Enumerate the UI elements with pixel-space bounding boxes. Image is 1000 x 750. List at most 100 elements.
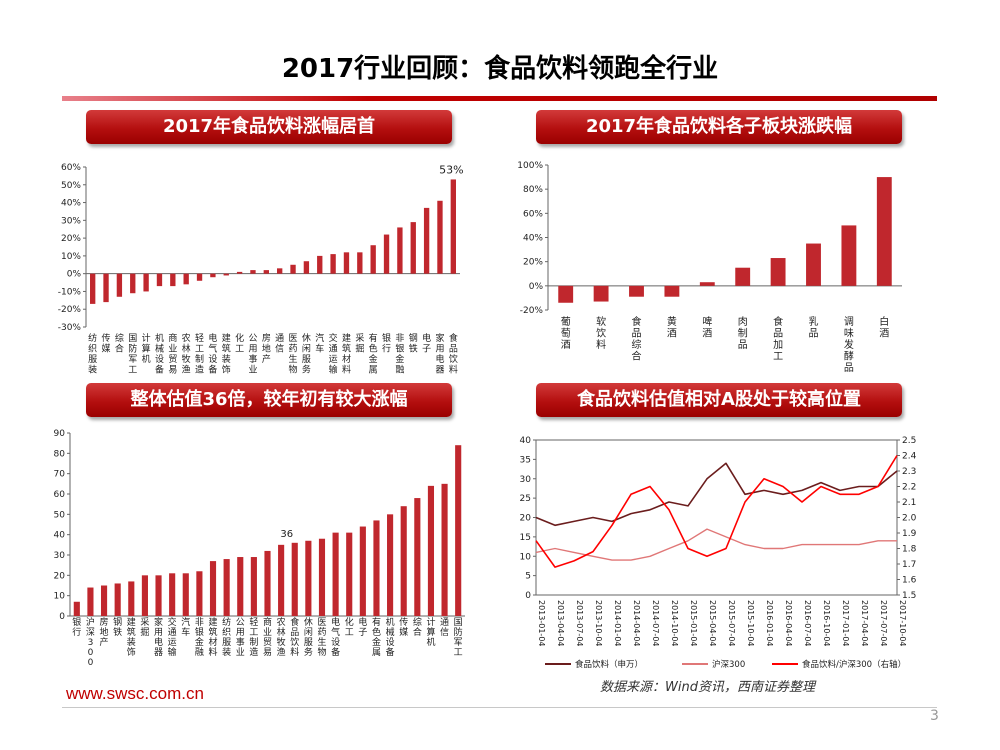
y-tick-label: 90 bbox=[54, 429, 66, 439]
x-tick-label: 2017-07-04 bbox=[879, 600, 888, 647]
badge-chart2: 2017年食品饮料各子板块涨跌幅 bbox=[536, 110, 902, 144]
y-tick-label: 70 bbox=[54, 470, 66, 480]
x-tick-label: 2015-10-04 bbox=[746, 600, 755, 647]
x-tick-label: 轻工制造 bbox=[249, 616, 258, 658]
footer-url[interactable]: www.swsc.com.cn bbox=[66, 684, 204, 703]
bar bbox=[73, 601, 80, 616]
x-tick-label: 食品饮料 bbox=[449, 332, 458, 376]
y-tick-label-right: 1.5 bbox=[902, 591, 916, 601]
x-tick-label: 2014-10-04 bbox=[670, 600, 679, 647]
x-tick-label: 休闲服务 bbox=[302, 332, 311, 376]
y-tick-label: 10% bbox=[61, 252, 81, 262]
bar bbox=[410, 222, 416, 274]
bar bbox=[277, 268, 283, 274]
x-tick-label: 采掘 bbox=[355, 333, 364, 355]
x-tick-label: 农林牧渔 bbox=[182, 332, 191, 376]
bar bbox=[359, 526, 366, 616]
legend-label: 食品饮料（申万） bbox=[575, 659, 643, 670]
bar bbox=[183, 273, 189, 285]
bar bbox=[303, 261, 310, 274]
bar bbox=[558, 285, 574, 303]
y-tick-label-left: 20 bbox=[520, 514, 532, 524]
bar bbox=[223, 273, 229, 276]
y-tick-label-left: 25 bbox=[520, 494, 531, 504]
bar bbox=[278, 544, 285, 616]
x-tick-label: 交通运输 bbox=[329, 332, 338, 376]
x-tick-label: 建筑材料 bbox=[342, 332, 351, 376]
bar bbox=[437, 200, 443, 274]
footer-divider bbox=[62, 707, 937, 708]
x-tick-label: 通信 bbox=[440, 617, 449, 638]
bar bbox=[397, 227, 403, 274]
bar bbox=[343, 252, 350, 274]
x-tick-label: 建筑材料 bbox=[209, 616, 218, 658]
y-tick-label: 0 bbox=[59, 612, 65, 622]
bar bbox=[143, 273, 149, 292]
bar bbox=[209, 561, 217, 616]
bar bbox=[735, 267, 751, 286]
x-tick-label: 沪深 3 0 0 bbox=[86, 616, 95, 668]
x-tick-label: 葡萄酒 bbox=[561, 315, 571, 351]
chart-industry-valuation: 0 10 20 30 40 50 60 70 80 90 银行 沪深 3 0 0 房地产 钢铁 建筑装饰 采掘 家用电… bbox=[30, 425, 480, 674]
x-tick-label: 钢铁 bbox=[409, 332, 418, 355]
x-tick-label: 商业贸易 bbox=[263, 616, 272, 658]
bar bbox=[318, 538, 326, 616]
y-tick-label-right: 2.4 bbox=[902, 452, 917, 462]
x-tick-label: 食品加工 bbox=[773, 315, 783, 363]
bar bbox=[387, 514, 394, 616]
bar bbox=[141, 575, 148, 616]
bar bbox=[237, 557, 244, 616]
y-tick-label-right: 2.0 bbox=[902, 514, 917, 524]
bar bbox=[450, 179, 456, 274]
y-tick-label: -20% bbox=[58, 305, 82, 315]
bar bbox=[196, 571, 203, 616]
y-tick-label: 50% bbox=[61, 181, 81, 191]
x-tick-label: 医药生物 bbox=[289, 333, 298, 376]
x-tick-label: 食品综合 bbox=[632, 315, 642, 363]
y-tick-label-right: 1.8 bbox=[902, 545, 917, 555]
bar bbox=[169, 573, 176, 616]
y-tick-label: -30% bbox=[58, 323, 82, 333]
y-tick-label-right: 2.5 bbox=[902, 436, 916, 446]
y-tick-label: 20% bbox=[61, 234, 81, 244]
x-tick-label: 2013-04-04 bbox=[556, 600, 565, 647]
y-tick-label: 60% bbox=[61, 163, 81, 173]
bar bbox=[90, 273, 96, 304]
y-tick-label: 40% bbox=[61, 199, 81, 209]
x-tick-label: 机械设备 bbox=[386, 616, 395, 658]
slide-title: 2017行业回顾：食品饮料领跑全行业 bbox=[281, 54, 719, 84]
x-tick-label: 2016-01-04 bbox=[765, 600, 774, 647]
bar bbox=[455, 445, 462, 616]
bar bbox=[400, 506, 407, 616]
bar bbox=[383, 234, 390, 274]
legend-label: 沪深300 bbox=[712, 659, 745, 670]
bar bbox=[414, 498, 421, 616]
x-tick-label: 非银金融 bbox=[395, 332, 404, 376]
x-tick-label: 通信 bbox=[275, 333, 284, 355]
x-tick-label: 2017-10-04 bbox=[898, 600, 907, 647]
x-tick-label: 钢铁 bbox=[113, 616, 122, 638]
x-tick-label: 2014-07-04 bbox=[651, 600, 660, 647]
y-tick-label-left: 15 bbox=[520, 533, 531, 543]
x-tick-label: 休闲服务 bbox=[304, 616, 313, 658]
bar bbox=[357, 252, 363, 274]
x-tick-label: 2016-10-04 bbox=[822, 600, 831, 647]
y-tick-label-left: 10 bbox=[520, 552, 532, 562]
x-tick-label: 食品饮料 bbox=[290, 616, 299, 658]
x-tick-label: 肉制品 bbox=[738, 315, 748, 351]
bar bbox=[103, 273, 109, 303]
y-tick-label: 30 bbox=[54, 551, 66, 561]
x-tick-label: 化工 bbox=[235, 332, 244, 355]
x-tick-label: 乳品 bbox=[809, 315, 819, 340]
x-tick-label: 电子 bbox=[358, 616, 367, 638]
bar bbox=[116, 273, 123, 297]
bar bbox=[291, 542, 298, 616]
bar bbox=[250, 557, 257, 616]
x-tick-label: 2017-04-04 bbox=[860, 600, 869, 647]
x-tick-label: 2014-01-04 bbox=[613, 600, 622, 647]
x-tick-label: 黄酒 bbox=[667, 315, 677, 340]
bar bbox=[699, 282, 715, 286]
bar-annotation: 36 bbox=[280, 529, 293, 540]
y-tick-label-left: 35 bbox=[520, 455, 531, 465]
source-note: 数据来源：Wind资讯，西南证券整理 bbox=[600, 680, 815, 695]
